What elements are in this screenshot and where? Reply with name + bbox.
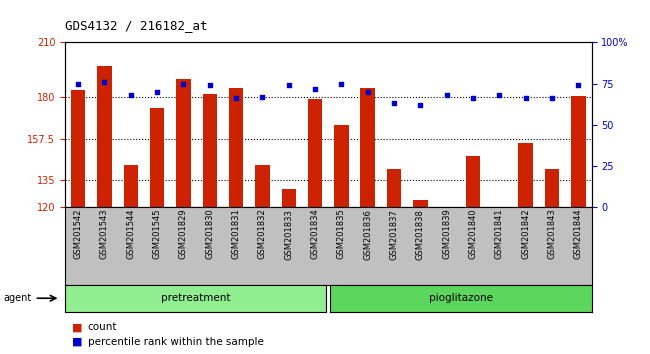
Point [231,96,241,101]
Point [547,96,557,101]
Text: percentile rank within the sample: percentile rank within the sample [88,337,264,347]
Bar [150,108,164,207]
Bar [571,96,586,207]
Text: GSM201831: GSM201831 [231,209,240,259]
Text: GSM201838: GSM201838 [416,209,425,259]
Text: count: count [88,322,117,332]
Text: GSM201835: GSM201835 [337,209,346,259]
Bar [255,165,270,207]
Point [441,92,452,98]
Bar [308,99,322,207]
Text: GSM201833: GSM201833 [284,209,293,259]
Text: ■: ■ [72,337,82,347]
Text: GSM201544: GSM201544 [126,209,135,259]
Text: pioglitazone: pioglitazone [428,293,493,303]
Point [73,81,83,86]
Point [257,94,268,99]
Bar [203,94,217,207]
Text: GSM201841: GSM201841 [495,209,504,259]
Text: GSM201842: GSM201842 [521,209,530,259]
Point [389,101,399,106]
Text: GSM201545: GSM201545 [153,209,162,259]
Text: GSM201829: GSM201829 [179,209,188,259]
Point [573,82,584,88]
Bar [229,88,243,207]
Bar [361,88,375,207]
Point [415,102,426,108]
Text: GSM201839: GSM201839 [442,209,451,259]
Text: GSM201840: GSM201840 [469,209,478,259]
Point [336,81,346,86]
Bar [334,125,348,207]
Point [178,81,188,86]
Text: GSM201832: GSM201832 [258,209,267,259]
Text: GDS4132 / 216182_at: GDS4132 / 216182_at [65,19,207,32]
Point [99,79,110,85]
Bar [387,169,401,207]
Bar [545,169,559,207]
Bar [466,156,480,207]
Point [152,89,162,95]
Bar [176,79,190,207]
Text: GSM201843: GSM201843 [547,209,556,259]
Point [310,86,320,91]
Text: GSM201836: GSM201836 [363,209,372,259]
Text: GSM201542: GSM201542 [73,209,83,259]
Point [363,89,373,95]
Text: pretreatment: pretreatment [161,293,230,303]
Bar [413,200,428,207]
Point [125,92,136,98]
Point [283,82,294,88]
Bar [98,66,112,207]
Bar [519,143,533,207]
Point [521,96,531,101]
Text: GSM201837: GSM201837 [389,209,398,259]
Point [494,92,504,98]
Bar [124,165,138,207]
Text: ■: ■ [72,322,82,332]
Bar [71,90,85,207]
Point [468,96,478,101]
Text: agent: agent [3,293,31,303]
Text: GSM201543: GSM201543 [100,209,109,259]
Text: GSM201844: GSM201844 [574,209,583,259]
Bar [281,189,296,207]
Text: GSM201834: GSM201834 [311,209,320,259]
Text: GSM201830: GSM201830 [205,209,214,259]
Point [205,82,215,88]
